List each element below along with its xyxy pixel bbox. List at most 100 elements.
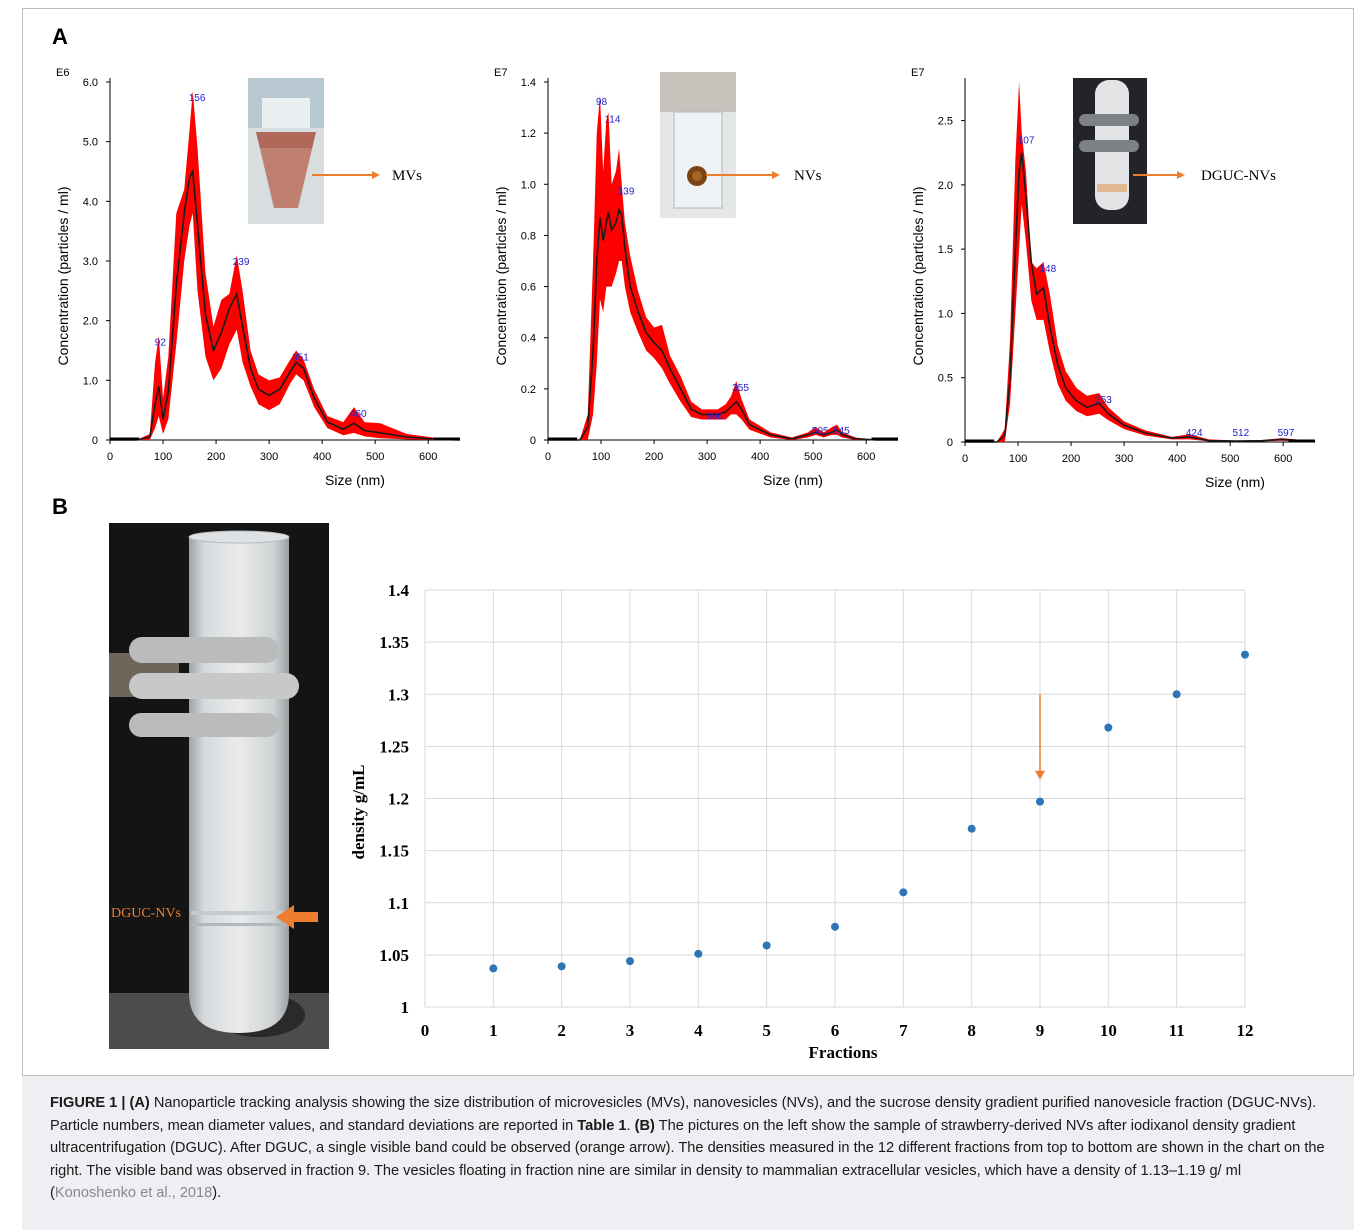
data-point	[1172, 690, 1181, 699]
data-point	[1036, 797, 1044, 806]
x-tick-label: 0	[107, 451, 113, 463]
x-tick-label: 8	[967, 1021, 976, 1040]
x-tick-label: 100	[592, 451, 610, 463]
peak-label: 148	[1039, 264, 1056, 275]
axes	[964, 78, 1315, 443]
peak-label: 92	[155, 338, 167, 349]
panel-label-a: A	[52, 24, 68, 49]
data-point	[831, 922, 839, 931]
y-tick-label: 0.8	[521, 230, 536, 242]
x-tick-label: 100	[154, 451, 172, 463]
x-ticks: 0 1 2 3 4 5 6 7 8 9 10 11 12	[421, 1021, 1254, 1040]
y-axis-label: Concentration (particles / ml)	[493, 187, 509, 366]
y-tick-label: 1.0	[521, 179, 536, 191]
peak-labels: 92 156 239 351 460	[155, 93, 367, 420]
data-point	[626, 957, 634, 966]
y-tick-label: 1.05	[379, 946, 409, 965]
peak-label: 253	[1095, 395, 1112, 406]
x-tick-label: 6	[831, 1021, 840, 1040]
x-ticks: 0 100 200 300 400 500 600	[962, 442, 1292, 465]
inset-photo-mvs	[248, 78, 324, 224]
data-point	[1104, 723, 1113, 732]
y-tick-label: 0.5	[938, 373, 953, 385]
x-ticks: 0 100 200 300 400 500 600	[545, 440, 875, 463]
peak-label: 139	[618, 186, 635, 197]
x-tick-label: 100	[1009, 453, 1027, 465]
y-axis-label: Concentration (particles / ml)	[55, 187, 71, 366]
caption-table-ref: Table 1	[577, 1117, 627, 1134]
y-tick-label: 1.25	[379, 737, 409, 756]
x-tick-label: 2	[557, 1021, 566, 1040]
mean-curve	[548, 207, 898, 441]
tube-photo	[109, 523, 329, 1049]
peak-label: 355	[732, 383, 749, 394]
data-point	[762, 941, 771, 950]
y-tick-label: 2.0	[938, 180, 953, 192]
mean-line	[110, 168, 461, 441]
caption-dot: .	[626, 1117, 635, 1134]
y-ticks: 1 1.05 1.1 1.15 1.2 1.25 1.3 1.35 1.4	[379, 581, 409, 1017]
y-tick-label: 0.2	[521, 384, 536, 396]
peak-label: 460	[350, 409, 367, 420]
y-multiplier: E7	[911, 67, 924, 79]
error-band	[965, 82, 1315, 442]
data-point	[1241, 650, 1249, 659]
x-tick-label: 300	[1115, 453, 1133, 465]
y-tick-label: 1.4	[521, 77, 536, 89]
x-axis-label: Size (nm)	[1205, 474, 1265, 490]
inset-arrow-head	[772, 171, 780, 179]
peak-label: 156	[189, 93, 206, 104]
x-tick-label: 400	[751, 451, 769, 463]
y-tick-label: 0	[92, 435, 98, 447]
y-tick-label: 2.0	[83, 316, 98, 328]
y-tick-label: 3.0	[83, 256, 98, 268]
x-tick-label: 600	[1274, 453, 1292, 465]
peak-label: 306	[706, 411, 723, 422]
peak-label: 545	[833, 426, 850, 437]
x-tick-label: 200	[1062, 453, 1080, 465]
y-ticks: 0 1.0 2.0 3.0 4.0 5.0 6.0	[83, 77, 110, 447]
inset-label: MVs	[392, 168, 422, 184]
mean-curve	[965, 152, 1316, 443]
arrow-head	[1035, 770, 1045, 780]
x-axis-label: Fractions	[809, 1043, 878, 1062]
nta-chart-mvs: E6 Concentration (particles / ml) Size (…	[55, 67, 461, 488]
y-multiplier: E7	[494, 67, 507, 79]
x-axis-label: Size (nm)	[325, 472, 385, 488]
data-points	[489, 650, 1249, 973]
tube-band-arrow	[276, 905, 318, 929]
y-ticks: 0 0.5 1.0 1.5 2.0 2.5	[938, 116, 965, 449]
caption-citation: Konoshenko et al., 2018	[54, 1185, 213, 1202]
y-tick-label: 1.3	[388, 685, 409, 704]
y-tick-label: 1.5	[938, 244, 953, 256]
inset-arrow-head	[1177, 171, 1185, 179]
x-tick-label: 7	[899, 1021, 908, 1040]
fraction-arrow	[1035, 694, 1045, 780]
caption-part-a: Nanoparticle tracking analysis showing t…	[50, 1095, 1317, 1134]
peak-label: 597	[1278, 428, 1295, 439]
data-point	[557, 962, 566, 971]
y-tick-label: 0	[947, 437, 953, 449]
y-axis-label: Concentration (particles / ml)	[910, 187, 926, 366]
y-tick-label: 4.0	[83, 196, 98, 208]
y-tick-label: 6.0	[83, 77, 98, 89]
nta-chart-dguc-nvs: E7 Concentration (particles / ml) Size (…	[910, 67, 1316, 490]
x-tick-label: 600	[419, 451, 437, 463]
y-ticks: 0 0.2 0.4 0.6 0.8 1.0 1.2 1.4	[521, 77, 548, 447]
axes	[547, 78, 898, 441]
x-tick-label: 600	[857, 451, 875, 463]
y-tick-label: 1.15	[379, 842, 409, 861]
x-tick-label: 500	[1221, 453, 1239, 465]
y-tick-label: 1.1	[388, 894, 409, 913]
x-tick-label: 0	[421, 1021, 430, 1040]
x-tick-label: 5	[762, 1021, 771, 1040]
x-tick-label: 500	[366, 451, 384, 463]
y-tick-label: 1.35	[379, 633, 409, 652]
y-tick-label: 1.0	[938, 308, 953, 320]
inset-arrow-head	[372, 171, 380, 179]
x-tick-label: 1	[489, 1021, 498, 1040]
y-tick-label: 5.0	[83, 137, 98, 149]
y-tick-label: 1.2	[521, 128, 536, 140]
data-point	[489, 964, 498, 973]
